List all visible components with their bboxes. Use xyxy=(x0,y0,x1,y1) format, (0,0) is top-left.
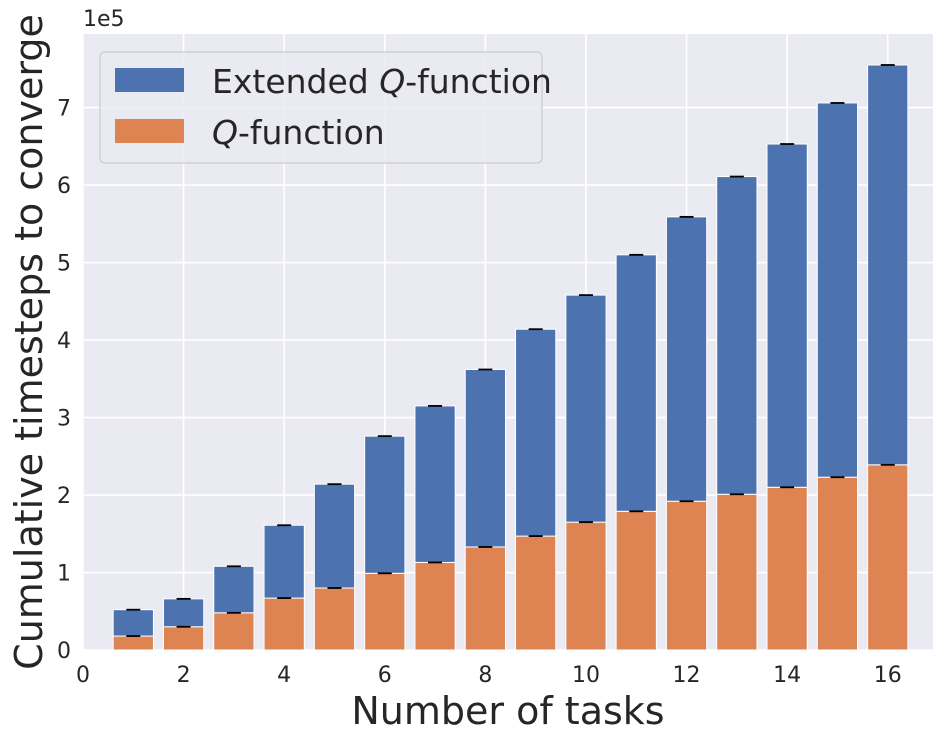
legend-swatch-extended-q-function xyxy=(115,68,184,92)
x-tick-label: 8 xyxy=(478,663,492,688)
y-tick-label: 5 xyxy=(57,252,71,277)
bar-q-function xyxy=(615,510,657,651)
bar-q-function xyxy=(515,535,557,651)
bar-extended-q-function xyxy=(313,483,356,589)
bar-q-function xyxy=(867,464,909,651)
y-tick-labels: 0 1 2 3 4 5 6 7 xyxy=(57,97,71,664)
bar-q-function xyxy=(364,572,406,651)
bar-q-function xyxy=(716,493,758,651)
bar-q-function xyxy=(816,476,859,651)
x-tick-label: 16 xyxy=(874,663,902,688)
y-tick-label: 7 xyxy=(57,97,71,122)
x-tick-label: 10 xyxy=(572,663,600,688)
x-axis-label: Number of tasks xyxy=(351,689,664,733)
bar-extended-q-function xyxy=(615,254,657,512)
error-bars-group xyxy=(126,64,895,637)
bar-extended-q-function xyxy=(515,328,557,537)
bar-extended-q-function xyxy=(162,598,205,628)
legend-label-q-function: Q-function xyxy=(212,113,385,152)
bar-q-function xyxy=(464,546,506,651)
x-tick-label: 6 xyxy=(378,663,392,688)
y-tick-label: 2 xyxy=(57,484,71,509)
bar-extended-q-function xyxy=(565,294,607,523)
bar-q-function xyxy=(665,500,708,651)
bar-q-function xyxy=(112,635,154,651)
bar-q-function xyxy=(162,626,205,651)
y-tick-label: 0 xyxy=(57,639,71,664)
bar-q-function xyxy=(263,597,305,651)
bar-extended-q-function xyxy=(464,369,506,548)
bar-extended-q-function xyxy=(665,216,708,502)
x-tick-label: 14 xyxy=(773,663,801,688)
bar-extended-q-function xyxy=(816,102,859,478)
y-tick-label: 6 xyxy=(57,174,71,199)
legend-frame xyxy=(99,51,543,164)
bar-q-function xyxy=(414,561,456,651)
x-tick-label: 4 xyxy=(277,663,291,688)
bar-extended-q-function xyxy=(716,176,758,495)
y-tick-label: 3 xyxy=(57,407,71,432)
bar-extended-q-function xyxy=(112,609,154,637)
bar-q-function xyxy=(766,486,808,651)
y-tick-label: 4 xyxy=(57,329,71,354)
bar-extended-q-function xyxy=(263,524,305,599)
bars-group xyxy=(112,64,909,651)
bar-extended-q-function xyxy=(414,405,456,563)
bar-q-function xyxy=(565,521,607,651)
x-tick-label: 2 xyxy=(177,663,191,688)
bar-extended-q-function xyxy=(766,143,808,488)
y-tick-label: 1 xyxy=(57,562,71,587)
legend-swatch-q-function xyxy=(115,119,184,143)
y-multiplier-label: 1e5 xyxy=(83,7,125,32)
legend: Extended Q-function Q-function xyxy=(99,51,552,164)
x-tick-labels: 0 2 4 6 8 10 12 14 16 xyxy=(76,663,902,688)
legend-label-extended-q-function: Extended Q-function xyxy=(212,62,552,101)
bar-extended-q-function xyxy=(867,64,909,466)
bar-q-function xyxy=(213,612,255,651)
x-tick-label: 12 xyxy=(673,663,701,688)
bar-q-function xyxy=(313,587,356,651)
x-tick-label: 0 xyxy=(76,663,90,688)
bar-extended-q-function xyxy=(364,435,406,574)
bar-extended-q-function xyxy=(213,565,255,614)
y-axis-label: Cumulative timesteps to converge xyxy=(7,14,51,670)
